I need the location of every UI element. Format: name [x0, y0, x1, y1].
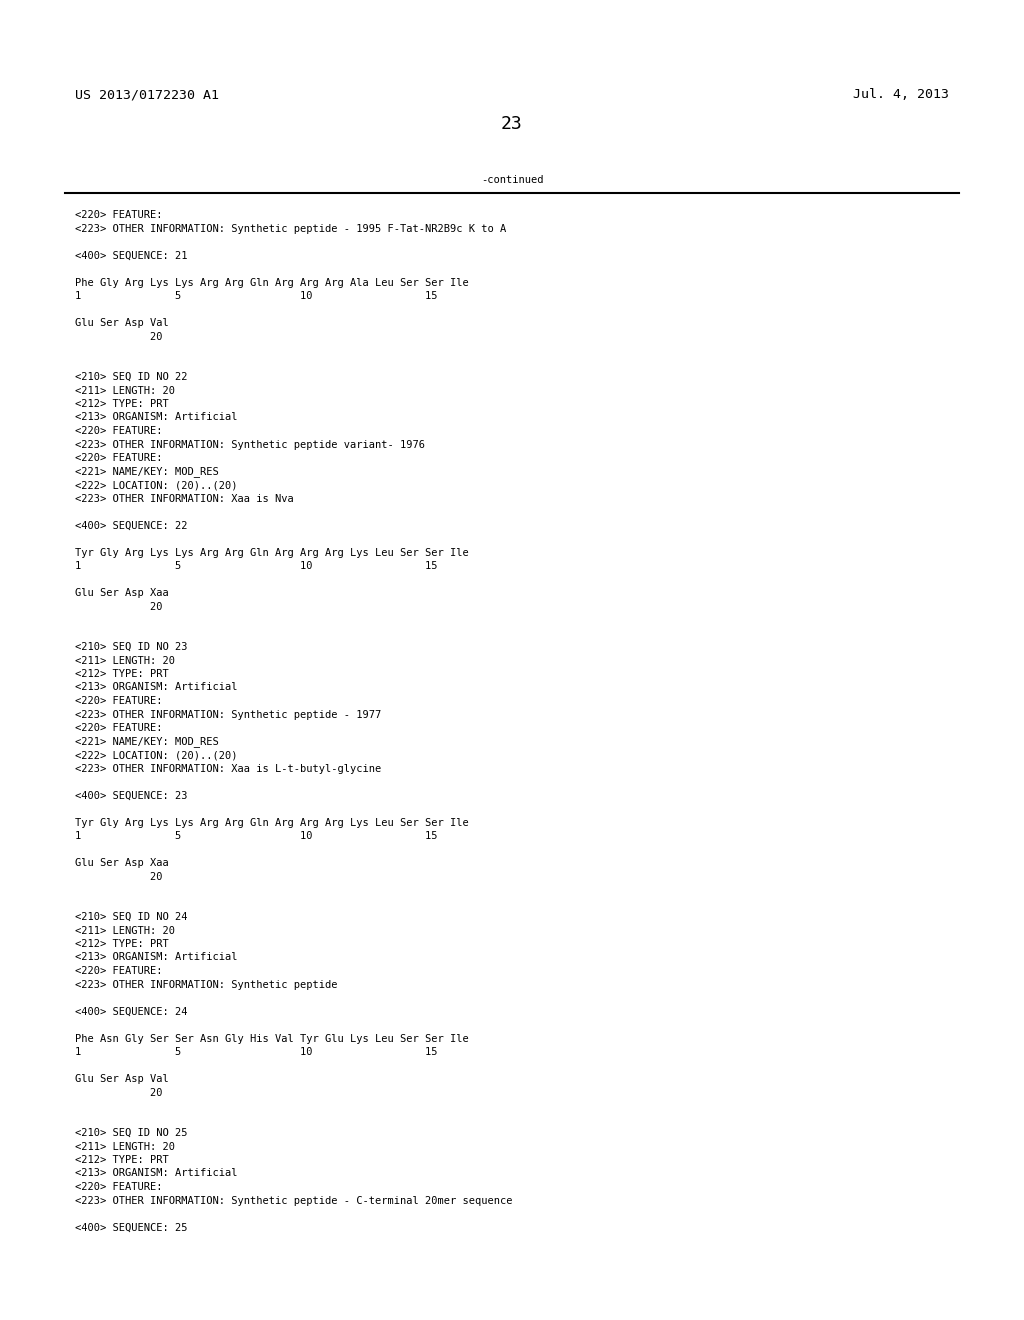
- Text: Tyr Gly Arg Lys Lys Arg Arg Gln Arg Arg Arg Lys Leu Ser Ser Ile: Tyr Gly Arg Lys Lys Arg Arg Gln Arg Arg …: [75, 817, 469, 828]
- Text: <210> SEQ ID NO 22: <210> SEQ ID NO 22: [75, 372, 187, 381]
- Text: 1               5                   10                  15: 1 5 10 15: [75, 561, 437, 572]
- Text: <212> TYPE: PRT: <212> TYPE: PRT: [75, 399, 169, 409]
- Text: <223> OTHER INFORMATION: Synthetic peptide - 1977: <223> OTHER INFORMATION: Synthetic pepti…: [75, 710, 381, 719]
- Text: 20: 20: [75, 331, 163, 342]
- Text: <223> OTHER INFORMATION: Synthetic peptide - C-terminal 20mer sequence: <223> OTHER INFORMATION: Synthetic pepti…: [75, 1196, 512, 1205]
- Text: <213> ORGANISM: Artificial: <213> ORGANISM: Artificial: [75, 682, 238, 693]
- Text: <211> LENGTH: 20: <211> LENGTH: 20: [75, 385, 175, 396]
- Text: <210> SEQ ID NO 24: <210> SEQ ID NO 24: [75, 912, 187, 921]
- Text: <213> ORGANISM: Artificial: <213> ORGANISM: Artificial: [75, 953, 238, 962]
- Text: 20: 20: [75, 871, 163, 882]
- Text: <220> FEATURE:: <220> FEATURE:: [75, 723, 163, 733]
- Text: 20: 20: [75, 1088, 163, 1097]
- Text: US 2013/0172230 A1: US 2013/0172230 A1: [75, 88, 219, 102]
- Text: <211> LENGTH: 20: <211> LENGTH: 20: [75, 925, 175, 936]
- Text: <221> NAME/KEY: MOD_RES: <221> NAME/KEY: MOD_RES: [75, 466, 219, 478]
- Text: <211> LENGTH: 20: <211> LENGTH: 20: [75, 1142, 175, 1151]
- Text: <220> FEATURE:: <220> FEATURE:: [75, 966, 163, 975]
- Text: Phe Gly Arg Lys Lys Arg Arg Gln Arg Arg Arg Ala Leu Ser Ser Ile: Phe Gly Arg Lys Lys Arg Arg Gln Arg Arg …: [75, 277, 469, 288]
- Text: <220> FEATURE:: <220> FEATURE:: [75, 1181, 163, 1192]
- Text: <213> ORGANISM: Artificial: <213> ORGANISM: Artificial: [75, 412, 238, 422]
- Text: <221> NAME/KEY: MOD_RES: <221> NAME/KEY: MOD_RES: [75, 737, 219, 747]
- Text: <223> OTHER INFORMATION: Xaa is L-t-butyl-glycine: <223> OTHER INFORMATION: Xaa is L-t-buty…: [75, 763, 381, 774]
- Text: Phe Asn Gly Ser Ser Asn Gly His Val Tyr Glu Lys Leu Ser Ser Ile: Phe Asn Gly Ser Ser Asn Gly His Val Tyr …: [75, 1034, 469, 1044]
- Text: <400> SEQUENCE: 21: <400> SEQUENCE: 21: [75, 251, 187, 260]
- Text: <223> OTHER INFORMATION: Synthetic peptide variant- 1976: <223> OTHER INFORMATION: Synthetic pepti…: [75, 440, 425, 450]
- Text: <220> FEATURE:: <220> FEATURE:: [75, 696, 163, 706]
- Text: <223> OTHER INFORMATION: Synthetic peptide - 1995 F-Tat-NR2B9c K to A: <223> OTHER INFORMATION: Synthetic pepti…: [75, 223, 506, 234]
- Text: <220> FEATURE:: <220> FEATURE:: [75, 453, 163, 463]
- Text: Glu Ser Asp Val: Glu Ser Asp Val: [75, 318, 169, 327]
- Text: Glu Ser Asp Xaa: Glu Ser Asp Xaa: [75, 587, 169, 598]
- Text: 23: 23: [501, 115, 523, 133]
- Text: <400> SEQUENCE: 22: <400> SEQUENCE: 22: [75, 520, 187, 531]
- Text: <213> ORGANISM: Artificial: <213> ORGANISM: Artificial: [75, 1168, 238, 1179]
- Text: Tyr Gly Arg Lys Lys Arg Arg Gln Arg Arg Arg Lys Leu Ser Ser Ile: Tyr Gly Arg Lys Lys Arg Arg Gln Arg Arg …: [75, 548, 469, 557]
- Text: Jul. 4, 2013: Jul. 4, 2013: [853, 88, 949, 102]
- Text: <400> SEQUENCE: 23: <400> SEQUENCE: 23: [75, 791, 187, 800]
- Text: 1               5                   10                  15: 1 5 10 15: [75, 832, 437, 841]
- Text: <212> TYPE: PRT: <212> TYPE: PRT: [75, 939, 169, 949]
- Text: <222> LOCATION: (20)..(20): <222> LOCATION: (20)..(20): [75, 480, 238, 490]
- Text: -continued: -continued: [480, 176, 544, 185]
- Text: 1               5                   10                  15: 1 5 10 15: [75, 1047, 437, 1057]
- Text: Glu Ser Asp Val: Glu Ser Asp Val: [75, 1074, 169, 1084]
- Text: <220> FEATURE:: <220> FEATURE:: [75, 426, 163, 436]
- Text: <400> SEQUENCE: 24: <400> SEQUENCE: 24: [75, 1006, 187, 1016]
- Text: <210> SEQ ID NO 23: <210> SEQ ID NO 23: [75, 642, 187, 652]
- Text: <223> OTHER INFORMATION: Synthetic peptide: <223> OTHER INFORMATION: Synthetic pepti…: [75, 979, 338, 990]
- Text: <212> TYPE: PRT: <212> TYPE: PRT: [75, 669, 169, 678]
- Text: <222> LOCATION: (20)..(20): <222> LOCATION: (20)..(20): [75, 750, 238, 760]
- Text: <400> SEQUENCE: 25: <400> SEQUENCE: 25: [75, 1222, 187, 1233]
- Text: <220> FEATURE:: <220> FEATURE:: [75, 210, 163, 220]
- Text: <211> LENGTH: 20: <211> LENGTH: 20: [75, 656, 175, 665]
- Text: <212> TYPE: PRT: <212> TYPE: PRT: [75, 1155, 169, 1166]
- Text: <223> OTHER INFORMATION: Xaa is Nva: <223> OTHER INFORMATION: Xaa is Nva: [75, 494, 294, 503]
- Text: 20: 20: [75, 602, 163, 611]
- Text: <210> SEQ ID NO 25: <210> SEQ ID NO 25: [75, 1129, 187, 1138]
- Text: Glu Ser Asp Xaa: Glu Ser Asp Xaa: [75, 858, 169, 869]
- Text: 1               5                   10                  15: 1 5 10 15: [75, 290, 437, 301]
